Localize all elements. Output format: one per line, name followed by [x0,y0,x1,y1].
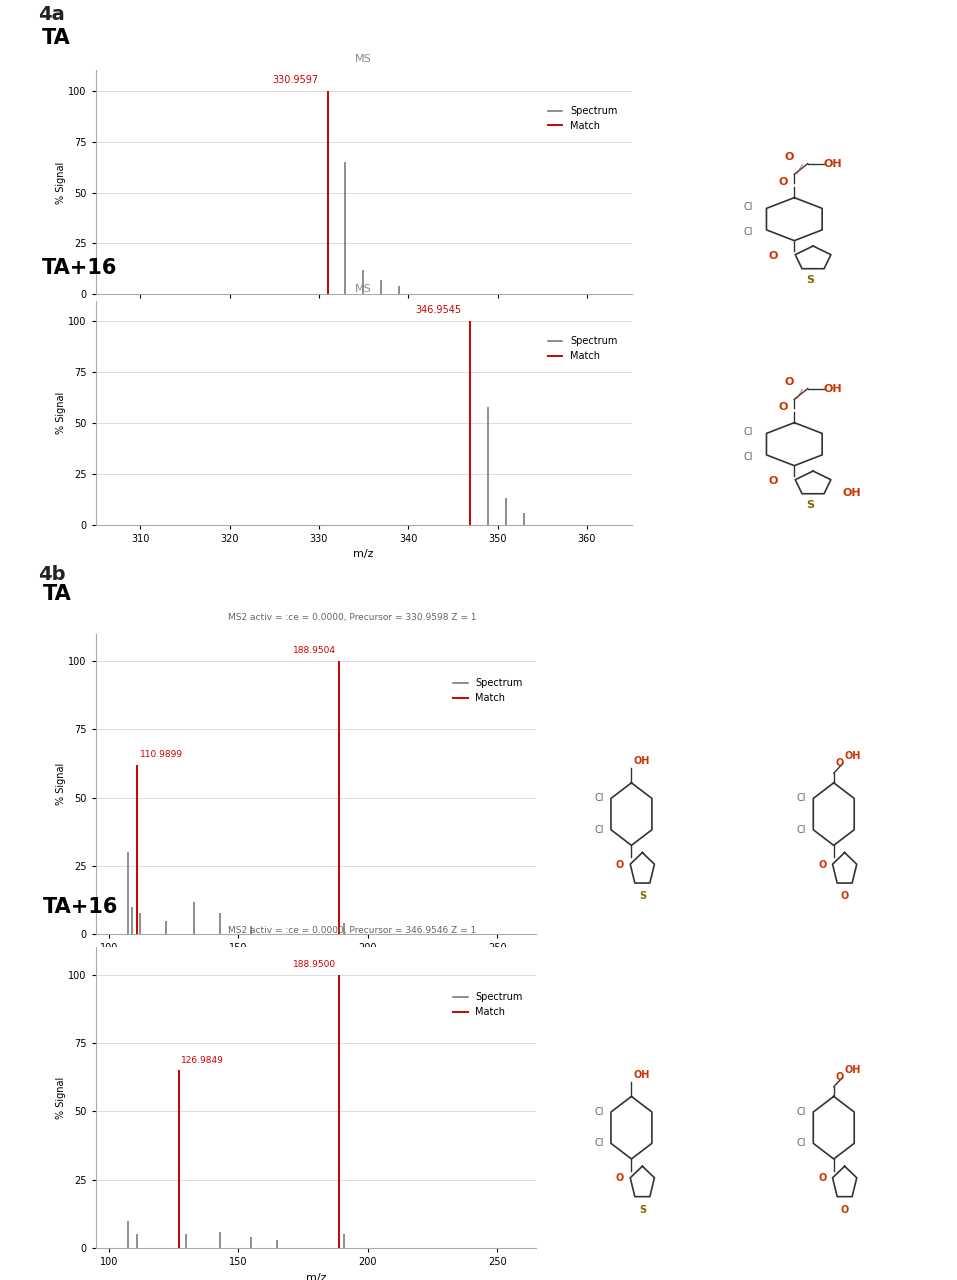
Text: 188.9500: 188.9500 [293,960,337,969]
Text: MS: MS [355,284,372,294]
Text: Cl: Cl [796,824,806,835]
Text: 126.9849: 126.9849 [181,1056,224,1065]
Text: Cl: Cl [594,824,604,835]
Text: m/z 188.9505, [Frag + H]+, diff -0.47ppm: m/z 188.9505, [Frag + H]+, diff -0.47ppm [754,653,925,675]
Y-axis label: % Signal: % Signal [56,161,65,204]
Text: O: O [785,376,793,387]
Text: S: S [807,499,814,509]
Text: 4a: 4a [37,5,64,24]
Text: OH: OH [824,159,842,169]
Legend: Spectrum, Match: Spectrum, Match [544,333,621,365]
Text: Cl: Cl [744,227,753,237]
Text: Cl: Cl [744,452,753,462]
Text: MS2 activ = :ce = 0.0000, Precursor = 346.9546 Z = 1: MS2 activ = :ce = 0.0000, Precursor = 34… [228,927,476,936]
Text: O: O [616,860,624,870]
Text: MS: MS [355,54,372,64]
Text: Cl: Cl [744,426,753,436]
Text: O: O [835,758,844,768]
Text: O: O [768,476,778,486]
Text: m/z 126.9848, [Frag]+, diff 0.51ppm: m/z 126.9848, [Frag]+, diff 0.51ppm [563,972,763,983]
Text: Cl: Cl [796,1138,806,1148]
Text: O: O [616,1174,624,1184]
Text: m/z 188.9505, [Frag + H]+, diff -2.37ppm: m/z 188.9505, [Frag + H]+, diff -2.37ppm [754,966,925,988]
Text: m/z 110.9899, [Frag]+, diff 0.10ppm: m/z 110.9899, [Frag]+, diff 0.10ppm [563,658,763,669]
Text: O: O [779,402,789,412]
Text: 110.9899: 110.9899 [140,750,183,759]
Text: Cl: Cl [594,794,604,804]
Text: OH: OH [824,384,842,394]
Text: Cl: Cl [594,1107,604,1117]
Text: O: O [785,152,793,161]
Text: TA: TA [42,28,71,47]
Text: S: S [638,1204,646,1215]
Text: TA: TA [43,584,72,603]
Text: S: S [638,891,646,901]
Text: OH: OH [842,488,861,498]
Legend: Spectrum, Match: Spectrum, Match [449,988,526,1020]
X-axis label: m/z: m/z [353,549,374,559]
Text: 4b: 4b [37,564,65,584]
Text: Cl: Cl [796,1107,806,1117]
Text: OH: OH [634,1070,650,1079]
Text: O: O [768,251,778,261]
Text: O: O [840,891,849,901]
Text: Cl: Cl [594,1138,604,1148]
Text: 188.9504: 188.9504 [294,646,337,655]
Text: OH: OH [845,751,861,762]
X-axis label: m/z: m/z [353,319,374,329]
Text: O: O [818,860,827,870]
Text: TA+16: TA+16 [42,259,118,279]
Text: S: S [807,275,814,284]
Text: OH: OH [634,756,650,765]
Text: O: O [818,1174,827,1184]
Text: OH: OH [845,1065,861,1075]
Text: O: O [835,1071,844,1082]
Legend: Spectrum, Match: Spectrum, Match [449,675,526,707]
Y-axis label: % Signal: % Signal [56,392,65,434]
Text: 330.9597: 330.9597 [273,74,319,84]
Text: MS2 activ = :ce = 0.0000, Precursor = 330.9598 Z = 1: MS2 activ = :ce = 0.0000, Precursor = 33… [228,613,477,622]
Text: m/z 346.9542, [Frag + H]+, diff 0.72ppm: m/z 346.9542, [Frag + H]+, diff 0.72ppm [671,317,894,329]
Text: O: O [840,1204,849,1215]
Text: Cl: Cl [796,794,806,804]
Y-axis label: % Signal: % Signal [56,1076,65,1119]
Text: O: O [779,177,789,187]
Text: 346.9545: 346.9545 [415,305,461,315]
Text: Fragmentation details: Fragmentation details [39,44,194,56]
Text: TA+16: TA+16 [43,897,119,916]
Text: m/z 330.9593, [Frag + H]+, diff 1.30ppm: m/z 330.9593, [Frag + H]+, diff 1.30ppm [671,87,894,99]
Text: Cl: Cl [744,201,753,211]
X-axis label: m/z: m/z [305,1272,326,1280]
Y-axis label: % Signal: % Signal [56,763,65,805]
Text: Fragmentation details: Fragmentation details [39,603,194,616]
Legend: Spectrum, Match: Spectrum, Match [544,102,621,134]
X-axis label: m/z: m/z [305,959,326,969]
